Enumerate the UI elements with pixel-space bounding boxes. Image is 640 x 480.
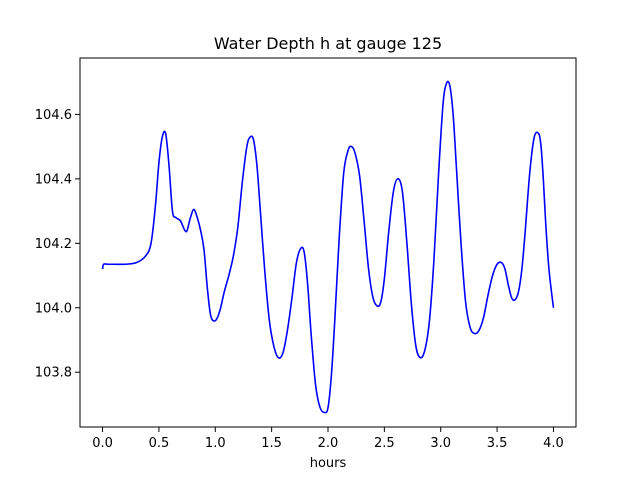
- x-tick-label: 3.0: [430, 436, 451, 451]
- y-tick-label: 104.4: [35, 172, 72, 187]
- series-line-group: [101, 80, 555, 414]
- x-tick-label: 2.5: [374, 436, 395, 451]
- x-axis-ticks: 0.0 0.5 1.0 1.5 2.0 2.5 3.0 3.5 4.0: [92, 427, 564, 451]
- x-tick-label: 1.0: [205, 436, 226, 451]
- y-tick-label: 104.2: [35, 237, 72, 252]
- x-tick-label: 1.5: [261, 436, 282, 451]
- x-tick-label: 4.0: [543, 436, 564, 451]
- x-tick-label: 0.0: [92, 436, 113, 451]
- series-line-0: [101, 80, 555, 414]
- x-tick-label: 3.5: [487, 436, 508, 451]
- y-tick-label: 104.0: [35, 301, 72, 316]
- x-tick-label: 0.5: [149, 436, 170, 451]
- x-tick-label: 2.0: [318, 436, 339, 451]
- y-tick-label: 103.8: [35, 366, 72, 381]
- y-axis-ticks: 103.8 104.0 104.2 104.4 104.6: [35, 108, 80, 381]
- y-tick-label: 104.6: [35, 108, 72, 123]
- x-axis-label: hours: [310, 456, 347, 471]
- chart-title: Water Depth h at gauge 125: [214, 34, 442, 53]
